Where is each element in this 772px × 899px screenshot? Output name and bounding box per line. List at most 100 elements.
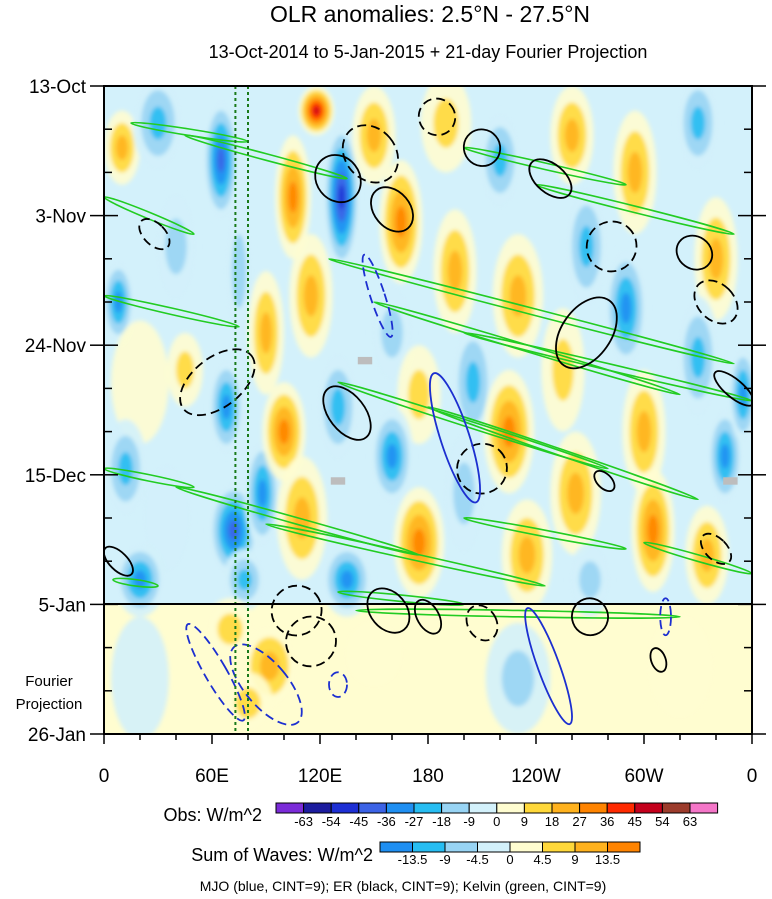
obs-anomaly-patch (338, 184, 345, 210)
y-tick-label: 15-Dec (25, 466, 86, 487)
mjo-wave-contour (185, 622, 246, 722)
chart-subtitle: 13-Oct-2014 to 5-Jan-2015 + 21-day Fouri… (209, 42, 648, 62)
er-wave-contour (179, 348, 256, 417)
waves-colorbar-swatch (607, 841, 641, 853)
mjo-wave-contour (429, 372, 481, 504)
waves-colorbar-tick-label: -13.5 (398, 852, 428, 867)
obs-anomaly-patch (237, 569, 252, 590)
er-wave-contour (528, 158, 573, 199)
obs-colorbar-tick-label: 27 (572, 814, 586, 829)
obs-anomaly-patch (260, 312, 272, 354)
obs-colorbar-swatch (441, 802, 470, 814)
projection-anomaly-patch (341, 616, 407, 691)
x-tick-label: 120E (298, 766, 342, 787)
mjo-wave-contour (361, 253, 394, 338)
waves-colorbar-tick-label: 9 (571, 852, 578, 867)
obs-colorbar-tick-label: 63 (683, 814, 697, 829)
obs-colorbar: Obs: W/m^2 -63 -54 -45 -36 -27 -18 -9 0 9 18 27 36 4… (164, 802, 719, 829)
obs-colorbar-tick-label: 18 (545, 814, 559, 829)
x-axis: 0 60E 120E 180 120W 60W 0 (99, 734, 757, 787)
obs-anomaly-patch (257, 479, 267, 508)
obs-anomaly-patch (465, 361, 481, 403)
er-wave-contour (693, 279, 739, 325)
obs-anomaly-patch (340, 570, 354, 589)
x-tick-label: 180 (412, 766, 444, 787)
er-wave-contour (413, 598, 443, 635)
obs-colorbar-swatch (413, 802, 443, 814)
x-tick-label: 60W (624, 766, 663, 787)
waves-colorbar-swatch (379, 841, 413, 853)
waves-colorbar-swatch (477, 841, 511, 853)
obs-colorbar-swatch (689, 802, 719, 814)
y-tick-label: 24-Nov (25, 336, 87, 357)
er-wave-contour (462, 128, 502, 167)
kelvin-wave-contour (337, 381, 609, 470)
obs-anomaly-patch (231, 234, 247, 309)
waves-colorbar-tick-label: 0 (506, 852, 513, 867)
er-wave-contour (322, 385, 372, 441)
obs-anomaly-patch (176, 351, 194, 389)
obs-colorbar-swatch (303, 802, 332, 814)
er-wave-contour (649, 647, 668, 673)
obs-anomaly-patch (627, 151, 643, 193)
er-wave-contour (314, 154, 362, 204)
obs-colorbar-tick-label: -54 (322, 814, 341, 829)
obs-colorbar-tick-label: 9 (521, 814, 528, 829)
kelvin-wave-contour (328, 257, 735, 365)
obs-anomaly-patch (381, 308, 403, 358)
er-wave-contour (370, 186, 414, 233)
er-wave-contour (366, 587, 411, 634)
waves-colorbar-swatch (509, 841, 543, 853)
obs-anomaly-patch (386, 443, 398, 469)
obs-anomaly-patch (579, 561, 601, 599)
olr-field (104, 86, 752, 734)
chart-title: OLR anomalies: 2.5°N - 27.5°N (270, 1, 590, 27)
kelvin-wave-contour (463, 516, 627, 550)
obs-colorbar-label: Obs: W/m^2 (164, 805, 262, 825)
obs-colorbar-swatch (468, 802, 498, 814)
obs-anomaly-patch (720, 443, 730, 469)
obs-colorbar-swatch (523, 802, 553, 814)
obs-anomaly-patch (567, 472, 584, 514)
y-axis: 13-Oct 3-Nov 24-Nov 15-Dec 5-Jan 26-Jan (25, 77, 766, 746)
kelvin-wave-contour (112, 577, 159, 589)
missing-data-patch (357, 356, 373, 365)
kelvin-wave-contour (184, 134, 348, 180)
obs-colorbar-swatch (661, 802, 691, 814)
projection-label-line1: Fourier (25, 673, 73, 690)
waves-colorbar: Sum of Waves: W/m^2 -13.5 -9 -4.5 0 4.5 9 13.5 (191, 841, 641, 867)
obs-anomaly-patch (690, 106, 706, 140)
obs-colorbar-tick-label: -36 (377, 814, 396, 829)
er-wave-contour (341, 124, 399, 184)
er-wave-contour (699, 532, 733, 565)
obs-colorbar-swatch (551, 802, 581, 814)
projection-anomaly-patch (260, 651, 280, 681)
obs-colorbar-tick-label: -45 (349, 814, 368, 829)
x-tick-label: 120W (511, 766, 561, 787)
obs-anomaly-patch (564, 118, 580, 152)
waves-colorbar-swatch (542, 841, 576, 853)
obs-colorbar-tick-label: -18 (432, 814, 451, 829)
waves-colorbar-swatch (412, 841, 446, 853)
obs-colorbar-swatch (385, 802, 415, 814)
reference-lines (234, 86, 249, 734)
mjo-wave-contour (659, 597, 672, 637)
obs-anomaly-patch (217, 147, 225, 173)
obs-anomaly-patch (165, 218, 187, 275)
waves-colorbar-tick-label: 13.5 (595, 852, 620, 867)
er-wave-contour (285, 615, 337, 668)
obs-colorbar-tick-label: -27 (405, 814, 424, 829)
er-wave-contour (675, 234, 714, 271)
mjo-wave-contour (328, 671, 348, 698)
obs-anomaly-group (104, 86, 752, 734)
y-tick-label: 26-Jan (28, 725, 86, 746)
er-wave-contour (417, 97, 457, 137)
mjo-wave-contour (524, 607, 573, 726)
er-wave-contour (270, 584, 323, 637)
obs-anomaly-patch (278, 419, 290, 444)
obs-colorbar-swatch (330, 802, 360, 814)
obs-anomaly-patch (116, 135, 128, 161)
y-tick-label: 5-Jan (38, 595, 86, 616)
y-tick-label: 3-Nov (35, 207, 86, 228)
obs-anomaly-patch (708, 238, 724, 280)
